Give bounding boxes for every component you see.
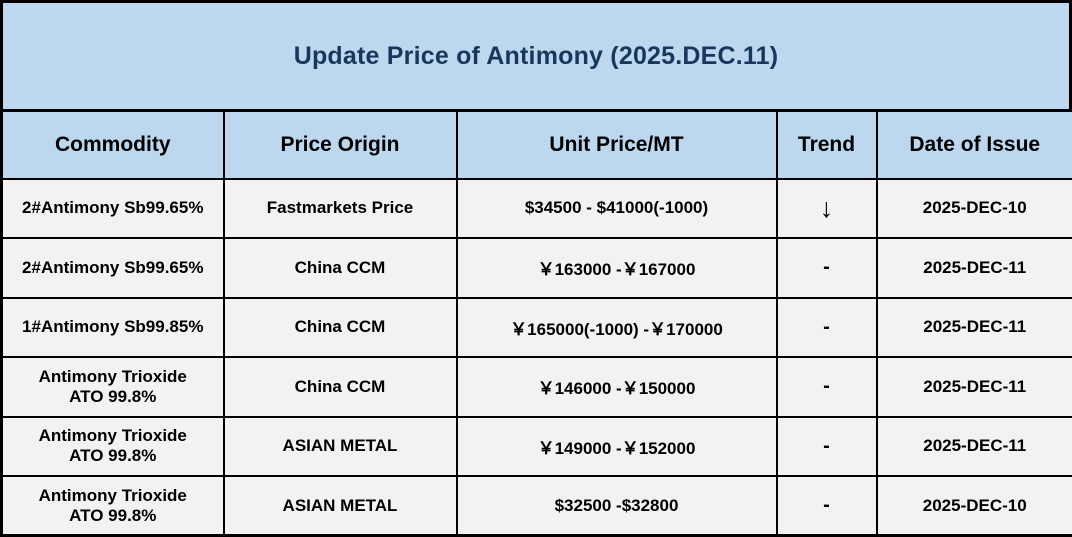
trend-cell: - xyxy=(775,356,878,418)
origin-cell: ASIAN METAL xyxy=(222,475,458,537)
price-cell: ￥165000(-1000) -￥170000 xyxy=(455,296,778,358)
page-title: Update Price of Antimony (2025.DEC.11) xyxy=(0,0,1072,109)
column-header-trend: Trend xyxy=(775,109,878,180)
table-row: Antimony Trioxide ATO 99.8% ASIAN METAL ￥1… xyxy=(0,415,1072,477)
table-row: 2#Antimony Sb99.65% Fastmarkets Price $345… xyxy=(0,177,1072,239)
trend-cell: - xyxy=(775,237,878,299)
commodity-cell: Antimony Trioxide ATO 99.8% xyxy=(0,475,225,537)
trend-cell: - xyxy=(775,475,878,537)
table-row: 1#Antimony Sb99.85% China CCM ￥165000(-100… xyxy=(0,296,1072,358)
price-cell: ￥149000 -￥152000 xyxy=(455,415,778,477)
header-row: Commodity Price Origin Unit Price/MT Tre… xyxy=(0,109,1072,180)
table-row: Antimony Trioxide ATO 99.8% ASIAN METAL $3… xyxy=(0,475,1072,537)
origin-cell: China CCM xyxy=(222,356,458,418)
column-header-date-of-issue: Date of Issue xyxy=(875,109,1072,180)
column-header-unit-price: Unit Price/MT xyxy=(455,109,778,180)
column-header-commodity: Commodity xyxy=(0,109,225,180)
commodity-cell: 2#Antimony Sb99.65% xyxy=(0,237,225,299)
origin-cell: China CCM xyxy=(222,296,458,358)
origin-cell: Fastmarkets Price xyxy=(222,177,458,239)
commodity-cell: Antimony Trioxide ATO 99.8% xyxy=(0,356,225,418)
commodity-cell: 2#Antimony Sb99.65% xyxy=(0,177,225,239)
origin-cell: China CCM xyxy=(222,237,458,299)
trend-cell: - xyxy=(775,296,878,358)
commodity-cell: 1#Antimony Sb99.85% xyxy=(0,296,225,358)
origin-cell: ASIAN METAL xyxy=(222,415,458,477)
date-cell: 2025-DEC-11 xyxy=(875,356,1072,418)
column-header-price-origin: Price Origin xyxy=(222,109,458,180)
date-cell: 2025-DEC-10 xyxy=(875,475,1072,537)
trend-cell: - xyxy=(775,415,878,477)
price-table: Commodity Price Origin Unit Price/MT Tre… xyxy=(0,109,1072,537)
table-row: Antimony Trioxide ATO 99.8% China CCM ￥146… xyxy=(0,356,1072,418)
commodity-cell: Antimony Trioxide ATO 99.8% xyxy=(0,415,225,477)
price-cell: $34500 - $41000(-1000) xyxy=(455,177,778,239)
table-row: 2#Antimony Sb99.65% China CCM ￥163000 -￥16… xyxy=(0,237,1072,299)
date-cell: 2025-DEC-11 xyxy=(875,296,1072,358)
date-cell: 2025-DEC-11 xyxy=(875,237,1072,299)
price-cell: $32500 -$32800 xyxy=(455,475,778,537)
trend-cell: ↓ xyxy=(775,177,878,239)
date-cell: 2025-DEC-10 xyxy=(875,177,1072,239)
price-cell: ￥163000 -￥167000 xyxy=(455,237,778,299)
price-cell: ￥146000 -￥150000 xyxy=(455,356,778,418)
date-cell: 2025-DEC-11 xyxy=(875,415,1072,477)
